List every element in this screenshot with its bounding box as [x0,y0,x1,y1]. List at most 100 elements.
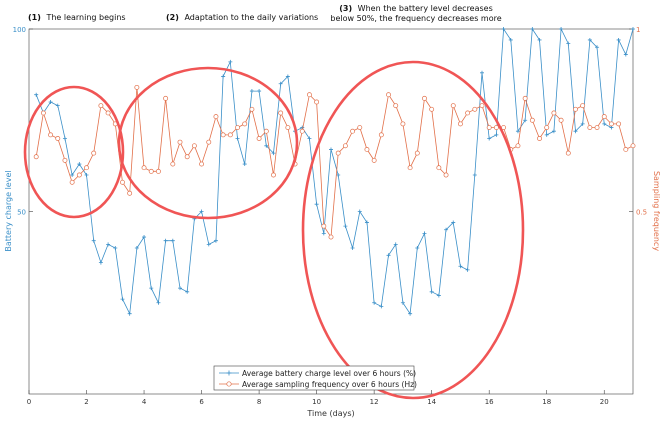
battery-data-point [544,132,549,137]
frequency-data-point [127,190,133,196]
frequency-data-point [98,103,104,109]
frequency-data-point [350,128,356,134]
legend-frequency-marker [226,381,232,387]
battery-data-point [48,100,53,104]
battery-data-point [321,231,326,236]
frequency-data-point [565,150,571,156]
x-tick-label: 12 [370,398,379,406]
frequency-data-point [573,106,578,112]
legend: Average battery charge level over 6 hour… [213,365,417,391]
battery-data-point [142,235,147,240]
legend-battery-marker [226,370,232,376]
annotation-3-line-2: below 50%, the frequency decreases more [330,14,501,23]
frequency-data-point [278,110,284,116]
highlight-circle-3 [301,60,525,400]
battery-data-point [84,173,89,177]
battery-data-point [408,311,413,316]
frequency-data-point [306,92,312,98]
frequency-data-point [486,125,492,131]
frequency-data-point [148,168,154,174]
frequency-data-point [84,165,89,171]
legend-frequency-text: Average sampling frequency over 6 hours … [242,380,417,389]
x-axis-label: Time (days) [306,409,354,418]
battery-data-point [278,81,283,86]
frequency-data-point [120,179,125,185]
battery-data-point [336,173,341,177]
frequency-data-point [608,121,614,127]
battery-data-point [458,264,463,269]
battery-data-point [34,92,39,97]
battery-data-point [185,289,190,294]
battery-data-point [631,27,635,31]
battery-data-point [487,136,492,141]
battery-data-point [602,121,607,126]
battery-data-point [62,136,67,141]
frequency-data-point [55,136,61,141]
frequency-data-point [141,165,147,171]
frequency-series-line [35,87,634,239]
frequency-data-point [465,110,471,116]
frequency-data-point [335,150,341,156]
x-tick-label: 18 [542,398,551,406]
y-right-tick-label: 0.5 [636,209,647,217]
y-left-axis-ticks: 50 100 [13,26,33,217]
highlight-circle-1 [23,85,125,219]
frequency-data-point [623,146,629,152]
frequency-data-point [235,125,240,131]
battery-data-point [170,238,175,243]
battery-data-point [249,89,254,94]
frequency-data-point [522,95,528,101]
battery-data-point [350,246,355,250]
frequency-data-point [407,165,413,171]
battery-data-point [515,129,520,134]
frequency-data-point [443,172,449,178]
battery-data-point [616,37,621,42]
annotation-3-number: (3) [339,4,352,13]
battery-data-point [364,220,369,225]
frequency-data-point [450,103,456,109]
frequency-data-point [371,157,377,163]
battery-data-point [508,37,513,42]
frequency-data-point [40,110,46,116]
x-tick-label: 8 [257,398,261,406]
battery-data-point [501,27,506,31]
frequency-data-point [457,121,463,127]
frequency-data-point [378,132,384,138]
battery-data-point [242,162,247,167]
battery-data-point [465,267,470,272]
series-layer [33,27,636,316]
battery-data-point [393,242,398,247]
battery-series-line [35,27,634,316]
battery-data-point [156,300,161,305]
frequency-data-point [155,168,161,174]
frequency-data-point [48,132,54,138]
frequency-data-point [184,154,190,160]
frequency-series [33,84,636,240]
x-tick-label: 10 [312,398,321,406]
battery-data-point [400,300,405,305]
battery-data-point [329,147,333,152]
frequency-data-point [422,95,427,101]
x-tick-label: 2 [84,398,88,406]
frequency-data-point [299,128,305,134]
frequency-data-point [227,132,233,138]
frequency-data-point [328,234,334,240]
battery-data-point [314,202,319,207]
legend-box [213,365,415,391]
frequency-data-point [414,150,420,156]
battery-data-point [623,52,628,57]
battery-data-point [228,59,233,64]
battery-data-point [537,37,542,42]
frequency-data-point [271,172,276,178]
frequency-data-point [69,179,75,185]
frequency-data-point [199,161,205,167]
battery-data-point [257,89,262,94]
frequency-data-point [263,128,269,134]
battery-data-point [127,311,132,316]
x-tick-label: 6 [199,398,204,406]
frequency-data-point [134,84,140,90]
frequency-data-point [386,92,391,98]
battery-data-point [523,118,528,123]
frequency-data-point [537,136,542,141]
